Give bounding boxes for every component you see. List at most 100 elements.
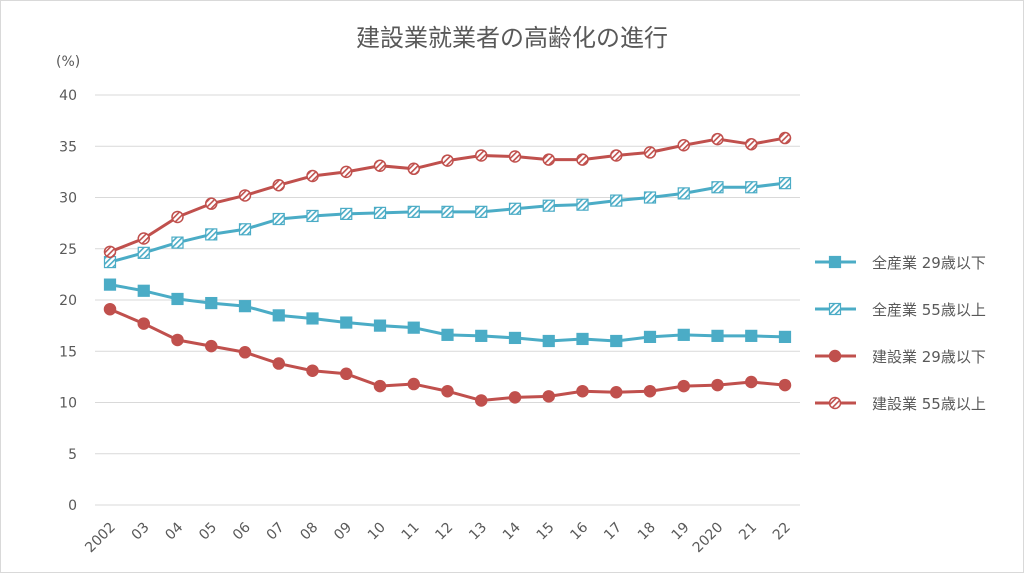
data-point [745, 375, 758, 389]
data-point [407, 377, 420, 391]
data-point [677, 379, 690, 393]
data-point [238, 346, 252, 359]
data-point [137, 232, 150, 245]
data-point [205, 228, 218, 241]
legend-entry: 建設業 29歳以下 [815, 348, 986, 366]
data-point [778, 131, 792, 145]
data-point [711, 181, 724, 194]
data-point [475, 394, 488, 407]
data-point [711, 329, 724, 342]
data-point [475, 329, 488, 342]
legend-entry: 建設業 55歳以上 [815, 395, 986, 413]
x-tick-label: 12 [432, 520, 456, 544]
data-point [272, 178, 285, 192]
data-point [340, 367, 353, 381]
data-point [238, 189, 252, 202]
data-point [610, 386, 623, 399]
data-point [828, 349, 842, 363]
y-tick-label: 20 [59, 293, 77, 309]
data-point [272, 309, 285, 322]
data-point [441, 205, 454, 218]
data-point [778, 177, 792, 190]
data-point [373, 379, 387, 393]
data-point [508, 202, 522, 215]
y-tick-label: 10 [59, 396, 77, 412]
data-point [542, 153, 555, 166]
data-point [373, 159, 387, 172]
x-tick-label: 09 [331, 520, 355, 544]
data-point [711, 132, 724, 146]
legend-label: 全産業 29歳以下 [872, 254, 986, 272]
data-point [205, 197, 218, 210]
data-point [745, 181, 758, 194]
data-point [576, 384, 589, 398]
data-point [407, 205, 420, 218]
data-point [610, 194, 623, 207]
y-tick-label: 15 [59, 344, 77, 360]
data-point [103, 245, 117, 259]
legend-label: 建設業 29歳以下 [872, 348, 986, 366]
data-point [306, 312, 319, 325]
data-point [137, 284, 150, 297]
data-point [441, 384, 454, 398]
data-point [643, 384, 657, 398]
data-point [542, 390, 555, 403]
data-point [828, 255, 842, 269]
data-point [306, 364, 319, 377]
data-point [407, 321, 420, 334]
data-point [441, 328, 454, 341]
x-tick-label: 06 [230, 519, 254, 543]
data-point [778, 330, 792, 343]
x-tick-label: 07 [264, 520, 288, 544]
x-tick-label: 17 [601, 520, 625, 544]
data-point [103, 302, 117, 316]
data-point [238, 223, 252, 236]
x-tick-label: 10 [365, 520, 389, 544]
data-point [441, 154, 454, 167]
data-point [340, 165, 353, 179]
x-tick-label: 2020 [690, 520, 727, 557]
x-tick-label: 2002 [82, 520, 119, 557]
data-point [508, 331, 522, 345]
data-point [643, 330, 657, 343]
x-tick-label: 15 [534, 520, 558, 544]
data-point [508, 391, 522, 404]
data-point [610, 334, 623, 348]
x-tick-label: 18 [635, 520, 659, 544]
y-tick-label: 40 [59, 88, 77, 104]
legend-label: 全産業 55歳以上 [872, 301, 986, 319]
data-point [643, 146, 657, 159]
data-point [171, 236, 184, 249]
data-point [306, 169, 319, 183]
x-tick-label: 22 [770, 520, 794, 544]
data-point [407, 162, 420, 176]
data-point [340, 207, 353, 220]
data-point [576, 153, 589, 166]
data-point [475, 149, 488, 162]
data-point [137, 317, 150, 330]
legend-entry: 全産業 29歳以下 [815, 254, 986, 272]
data-point [272, 212, 285, 226]
y-tick-label: 5 [68, 447, 77, 463]
y-tick-label: 0 [68, 498, 77, 514]
x-tick-label: 08 [297, 520, 321, 544]
data-point [205, 339, 218, 353]
x-tick-label: 19 [669, 520, 693, 544]
y-tick-label: 35 [59, 139, 77, 155]
data-point [340, 316, 353, 329]
data-point [137, 246, 150, 259]
data-point [643, 191, 657, 204]
data-point [828, 302, 842, 316]
y-tick-label: 30 [59, 191, 77, 207]
legend-label: 建設業 55歳以上 [872, 395, 986, 413]
x-tick-label: 21 [736, 520, 760, 544]
data-point [171, 333, 184, 347]
x-tick-label: 16 [567, 519, 591, 543]
chart-title: 建設業就業者の高齢化の進行 [356, 24, 668, 52]
data-point [576, 198, 589, 211]
data-point [272, 357, 285, 370]
data-point [171, 210, 184, 224]
x-tick-label: 13 [466, 520, 490, 544]
data-point [576, 332, 589, 346]
